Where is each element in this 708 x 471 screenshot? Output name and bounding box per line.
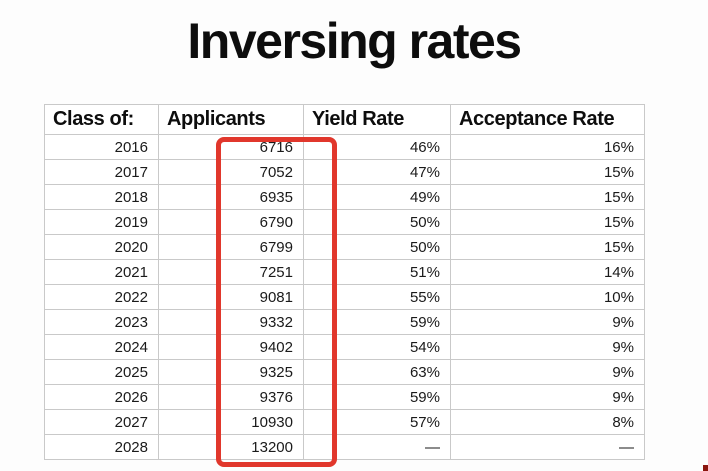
table-cell: 2018 (44, 184, 159, 210)
table-cell: 49% (303, 184, 451, 210)
column-header-acceptance-rate: Acceptance Rate (450, 104, 645, 135)
data-table: Class of: Applicants Yield Rate Acceptan… (44, 104, 645, 460)
table-cell: 50% (303, 209, 451, 235)
table-row: 2026 9376 59% 9% (44, 384, 645, 410)
table-cell: 6790 (158, 209, 304, 235)
table-cell: 6935 (158, 184, 304, 210)
table-cell: 46% (303, 134, 451, 160)
table-row: 2019 6790 50% 15% (44, 209, 645, 235)
table-cell: 9402 (158, 334, 304, 360)
table-cell: 9376 (158, 384, 304, 410)
table-cell: 2016 (44, 134, 159, 160)
table-row: 2028 13200— — (44, 434, 645, 460)
table-cell: 57% (303, 409, 451, 435)
table-row: 2023 9332 59% 9% (44, 309, 645, 335)
table-cell: 6716 (158, 134, 304, 160)
table-cell: 2026 (44, 384, 159, 410)
table-cell: 63% (303, 359, 451, 385)
table-cell: 13200 (158, 434, 304, 460)
table-cell: 50% (303, 234, 451, 260)
corner-red-mark (703, 465, 708, 471)
table-cell: 9% (450, 309, 645, 335)
table-cell: 10930 (158, 409, 304, 435)
table-cell: 2020 (44, 234, 159, 260)
table-row: 2017 7052 47% 15% (44, 159, 645, 185)
table-cell: 2017 (44, 159, 159, 185)
table-cell: 7251 (158, 259, 304, 285)
table-cell: 15% (450, 209, 645, 235)
table-cell: 6799 (158, 234, 304, 260)
table-row: 2020 6799 50% 15% (44, 234, 645, 260)
table-cell: 7052 (158, 159, 304, 185)
table-row: 2022 9081 55% 10% (44, 284, 645, 310)
table-cell: 2024 (44, 334, 159, 360)
table-cell: — (303, 434, 451, 460)
table-cell: 2023 (44, 309, 159, 335)
table-cell: 59% (303, 309, 451, 335)
table-cell: 2019 (44, 209, 159, 235)
table-row: 2018 6935 49% 15% (44, 184, 645, 210)
column-header-applicants: Applicants (158, 104, 304, 135)
column-header-class-of: Class of: (44, 104, 159, 135)
table-row: 2024 9402 54% 9% (44, 334, 645, 360)
table-cell: 14% (450, 259, 645, 285)
table-cell: 9% (450, 359, 645, 385)
table-cell: 2025 (44, 359, 159, 385)
table-cell: 2022 (44, 284, 159, 310)
table-cell: 2028 (44, 434, 159, 460)
table-cell: 9% (450, 384, 645, 410)
table-cell: 9081 (158, 284, 304, 310)
table-cell: 15% (450, 159, 645, 185)
table-cell: 16% (450, 134, 645, 160)
table-cell: 9% (450, 334, 645, 360)
table-cell: 8% (450, 409, 645, 435)
table-cell: 51% (303, 259, 451, 285)
table-cell: — (450, 434, 645, 460)
table-cell: 2021 (44, 259, 159, 285)
table-row: 2016 6716 46% 16% (44, 134, 645, 160)
table-cell: 54% (303, 334, 451, 360)
table-cell: 15% (450, 184, 645, 210)
table-header-row: Class of: Applicants Yield Rate Acceptan… (44, 104, 645, 135)
table-cell: 15% (450, 234, 645, 260)
table-cell: 55% (303, 284, 451, 310)
table-row: 2027 10930 57% 8% (44, 409, 645, 435)
table-row: 2021 7251 51% 14% (44, 259, 645, 285)
page-title: Inversing rates (187, 13, 522, 69)
table-row: 2025 9325 63% 9% (44, 359, 645, 385)
table-cell: 9332 (158, 309, 304, 335)
table-cell: 2027 (44, 409, 159, 435)
table-cell: 47% (303, 159, 451, 185)
table-cell: 59% (303, 384, 451, 410)
column-header-yield-rate: Yield Rate (303, 104, 451, 135)
table-cell: 9325 (158, 359, 304, 385)
table-cell: 10% (450, 284, 645, 310)
table-body: 2016 6716 46% 16% 2017 7052 47% 15% 2018 6935 49% 1… (44, 134, 645, 460)
